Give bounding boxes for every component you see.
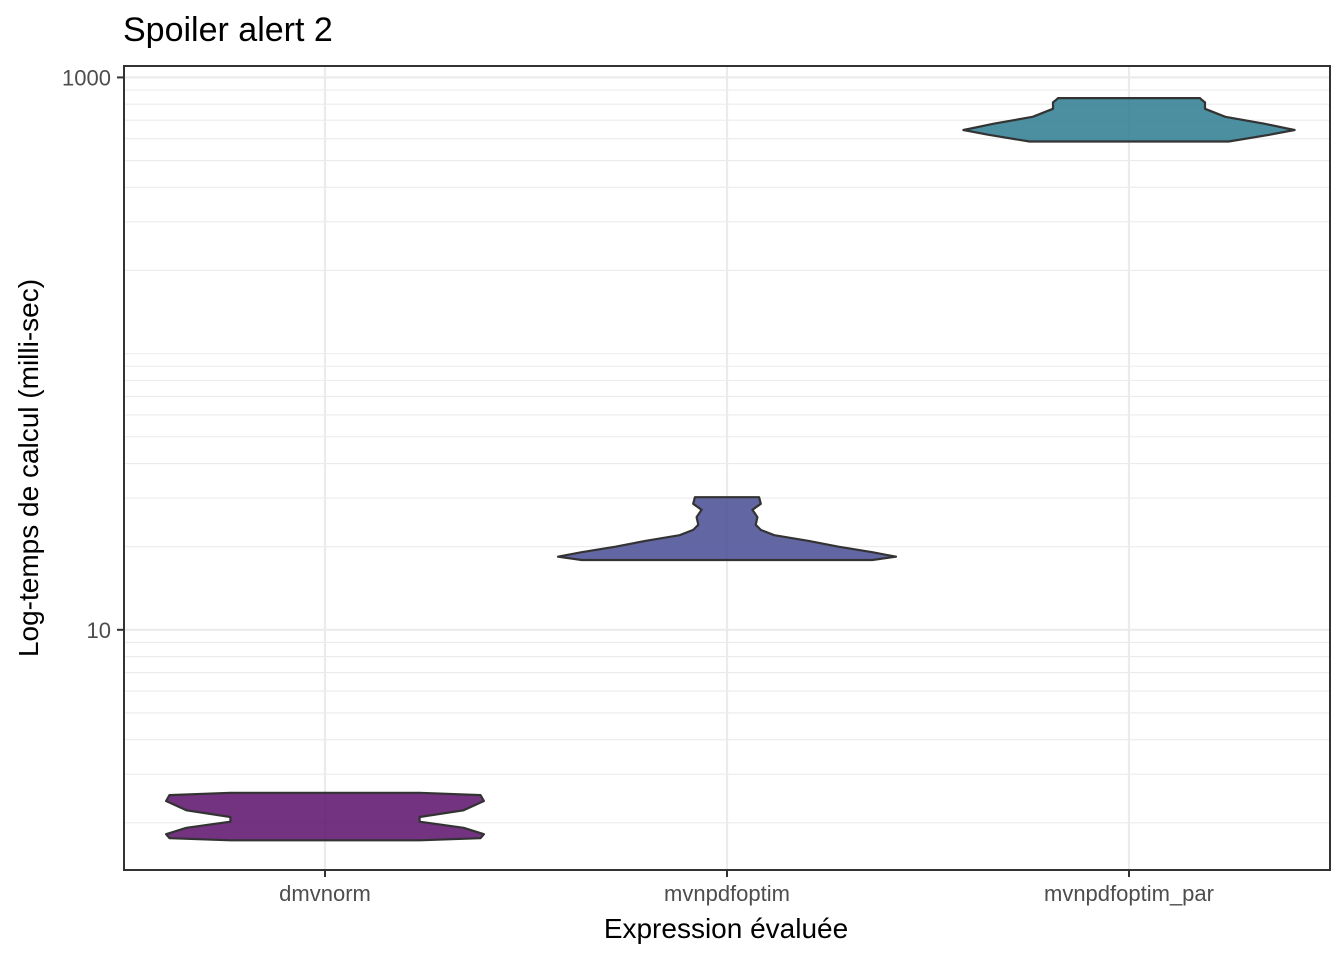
grid-layer (124, 66, 1330, 870)
y-tick-label: 1000 (62, 65, 111, 90)
axis-layer: 10 1000 dmvnorm mvnpdfoptim mvnpdfoptim_par (62, 65, 1214, 906)
x-tick-label-dmvnorm: dmvnorm (279, 881, 371, 906)
violin-mvnpdfoptim (556, 496, 898, 562)
x-tick-label-mvnpdfoptim: mvnpdfoptim (664, 881, 790, 906)
violin-layer (165, 97, 1296, 842)
y-axis-title: Log-temps de calcul (milli-sec) (13, 279, 44, 657)
y-tick-label: 10 (87, 618, 111, 643)
violin-dmvnorm (165, 791, 485, 842)
chart-title: Spoiler alert 2 (123, 11, 333, 49)
x-axis-title: Expression évaluée (604, 913, 848, 944)
violin-mvnpdfoptim_par (962, 97, 1296, 143)
x-tick-label-mvnpdfoptim_par: mvnpdfoptim_par (1044, 881, 1214, 906)
